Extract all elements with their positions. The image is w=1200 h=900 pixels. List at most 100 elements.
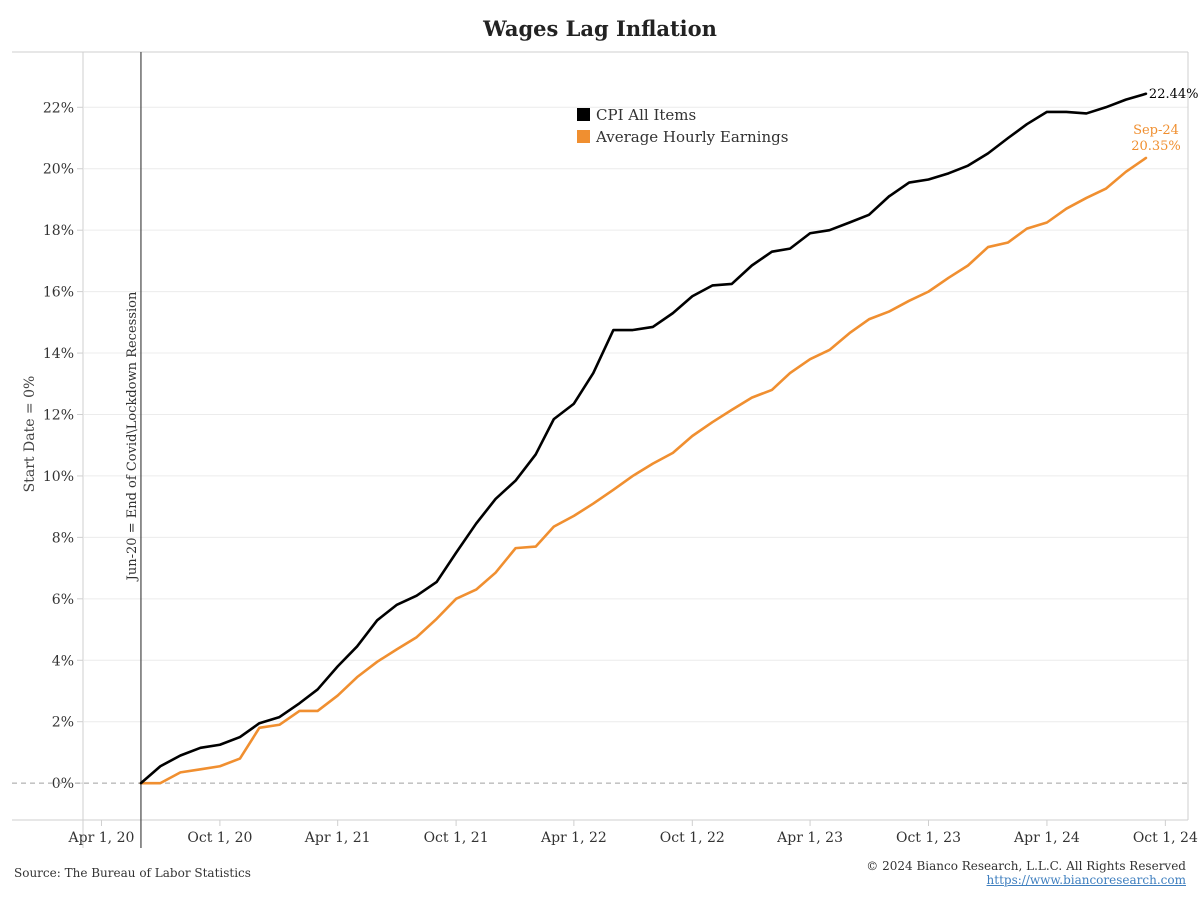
data-point-cpi-49: [1105, 106, 1107, 108]
data-point-cpi-32: [771, 250, 773, 252]
data-point-ahe-50: [1125, 171, 1127, 173]
data-point-cpi-18: [494, 498, 496, 500]
x-axis-ticks: Apr 1, 20 Oct 1, 20 Apr 1, 21 Oct 1, 21 Apr …: [68, 820, 1198, 846]
data-point-cpi-5: [239, 736, 241, 738]
legend: CPI All Items Average Hourly Earnings: [577, 106, 788, 146]
series-line-average-hourly-earnings: [139, 156, 1148, 785]
data-point-ahe-6: [258, 727, 260, 729]
data-point-cpi-45: [1026, 123, 1028, 125]
data-point-ahe-22: [573, 515, 575, 517]
y-axis-ticks: 0% 2% 4% 6% 8% 10% 12% 14% 16% 18% 20% 22%: [43, 100, 83, 792]
data-point-ahe-8: [298, 710, 300, 712]
data-point-cpi-9: [316, 688, 318, 690]
data-point-cpi-37: [868, 214, 870, 216]
legend-swatch-average-hourly-earnings: [577, 130, 590, 143]
data-point-ahe-23: [592, 502, 594, 504]
data-point-ahe-42: [967, 264, 969, 266]
data-point-ahe-24: [612, 489, 614, 491]
data-point-cpi-28: [691, 295, 693, 297]
data-point-cpi-36: [848, 221, 850, 223]
chart-title: Wages Lag Inflation: [483, 16, 717, 41]
x-tick-label-5: Oct 1, 22: [660, 830, 725, 846]
data-point-cpi-12: [376, 619, 378, 621]
data-point-cpi-51: [1145, 93, 1147, 95]
data-point-ahe-3: [199, 768, 201, 770]
cpi-end-value-label: 22.44%: [1149, 87, 1199, 102]
data-point-cpi-41: [947, 172, 949, 174]
data-point-ahe-51: [1145, 157, 1147, 159]
gridlines: [84, 106, 1188, 723]
legend-label-average-hourly-earnings: Average Hourly Earnings: [595, 128, 788, 146]
data-point-ahe-14: [415, 636, 417, 638]
data-point-ahe-37: [868, 318, 870, 320]
copyright-block: © 2024 Bianco Research, L.L.C. All Right…: [866, 859, 1186, 887]
y-tick-label-10: 10%: [43, 469, 74, 485]
data-point-cpi-23: [592, 372, 594, 374]
data-point-ahe-17: [475, 588, 477, 590]
data-points: [140, 93, 1147, 785]
data-point-ahe-45: [1026, 227, 1028, 229]
x-tick-label-0: Apr 1, 20: [68, 830, 135, 846]
data-point-ahe-35: [828, 349, 830, 351]
start-date-annotation: Jun-20 = End of Covid\Lockdown Recession: [125, 291, 140, 582]
data-point-cpi-47: [1065, 111, 1067, 113]
data-point-ahe-18: [494, 572, 496, 574]
data-point-ahe-44: [1007, 241, 1009, 243]
copyright-text: © 2024 Bianco Research, L.L.C. All Right…: [866, 859, 1186, 873]
x-tick-label-7: Oct 1, 23: [896, 830, 961, 846]
data-point-ahe-36: [848, 332, 850, 334]
data-point-cpi-43: [987, 152, 989, 154]
data-point-ahe-0: [140, 782, 142, 784]
data-point-ahe-5: [239, 757, 241, 759]
data-point-cpi-33: [789, 247, 791, 249]
data-point-cpi-2: [179, 754, 181, 756]
legend-swatch-cpi-all-items: [577, 108, 590, 121]
data-point-ahe-30: [731, 409, 733, 411]
data-point-cpi-46: [1046, 111, 1048, 113]
data-point-cpi-13: [395, 604, 397, 606]
data-point-ahe-11: [356, 676, 358, 678]
data-point-ahe-20: [535, 545, 537, 547]
data-point-cpi-3: [199, 747, 201, 749]
series-line-cpi-all-items: [139, 92, 1148, 785]
y-tick-label-4: 4%: [52, 653, 74, 669]
data-point-ahe-39: [908, 300, 910, 302]
ahe-end-date-label: Sep-24: [1133, 123, 1179, 138]
data-point-cpi-39: [908, 181, 910, 183]
data-point-cpi-40: [927, 178, 929, 180]
data-point-ahe-43: [987, 246, 989, 248]
data-point-cpi-19: [514, 479, 516, 481]
x-tick-label-1: Oct 1, 20: [187, 830, 252, 846]
data-point-ahe-40: [927, 290, 929, 292]
y-tick-label-14: 14%: [43, 346, 74, 362]
y-tick-label-2: 2%: [52, 715, 74, 731]
data-point-ahe-48: [1085, 197, 1087, 199]
data-point-cpi-44: [1007, 137, 1009, 139]
data-point-cpi-24: [612, 329, 614, 331]
data-point-cpi-50: [1125, 98, 1127, 100]
data-point-ahe-33: [789, 372, 791, 374]
website-link[interactable]: https://www.biancoresearch.com: [986, 873, 1186, 887]
y-axis-label: Start Date = 0%: [22, 376, 38, 493]
data-point-cpi-31: [751, 264, 753, 266]
y-tick-label-12: 12%: [43, 407, 74, 423]
data-point-cpi-7: [278, 716, 280, 718]
data-point-ahe-47: [1065, 207, 1067, 209]
x-tick-label-4: Apr 1, 22: [540, 830, 607, 846]
data-point-cpi-8: [298, 702, 300, 704]
data-point-ahe-27: [672, 452, 674, 454]
data-point-cpi-21: [553, 418, 555, 420]
data-point-cpi-10: [336, 665, 338, 667]
data-point-cpi-15: [435, 581, 437, 583]
data-point-cpi-35: [828, 229, 830, 231]
data-point-ahe-49: [1105, 188, 1107, 190]
data-point-ahe-41: [947, 277, 949, 279]
data-point-cpi-34: [809, 232, 811, 234]
y-tick-label-0: 0%: [52, 776, 74, 792]
data-point-ahe-26: [652, 462, 654, 464]
data-point-cpi-6: [258, 722, 260, 724]
data-point-cpi-1: [159, 765, 161, 767]
data-point-ahe-34: [809, 358, 811, 360]
x-tick-label-9: Oct 1, 24: [1133, 830, 1198, 846]
